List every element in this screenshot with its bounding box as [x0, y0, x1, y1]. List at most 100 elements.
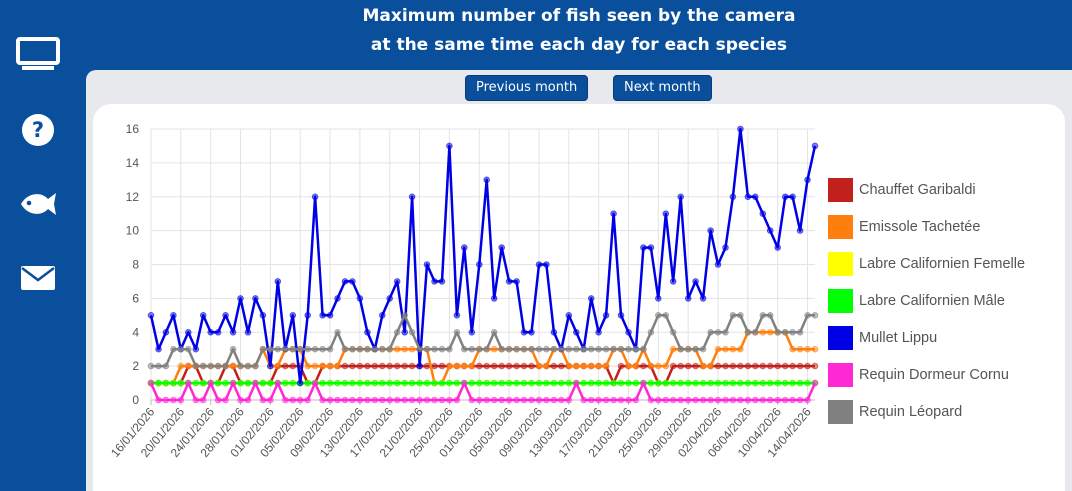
next-month-button[interactable]: Next month	[613, 75, 712, 101]
chart-legend: Chauffet Garibaldi Emissole Tachetée Labre…	[828, 171, 1058, 430]
data-point	[199, 362, 207, 370]
data-point	[408, 345, 416, 353]
data-point	[774, 379, 782, 387]
data-point	[476, 396, 483, 404]
data-point	[356, 345, 364, 353]
data-point	[490, 379, 498, 387]
data-point	[386, 379, 394, 387]
data-point	[244, 379, 252, 387]
data-point	[199, 312, 207, 319]
data-point	[759, 210, 767, 217]
data-point	[535, 261, 543, 268]
y-tick-label: 6	[132, 291, 139, 305]
data-point	[558, 396, 565, 404]
data-point	[334, 362, 341, 370]
page-title-line-2: at the same time each day for each speci…	[370, 35, 788, 55]
data-point	[513, 396, 520, 404]
data-point	[252, 295, 259, 302]
data-point	[319, 362, 326, 370]
data-point	[602, 362, 610, 370]
mail-button[interactable]	[0, 252, 76, 304]
series-line	[151, 331, 815, 385]
data-point	[543, 362, 550, 370]
legend-item[interactable]: Labre Californien Mâle	[828, 282, 1058, 319]
data-point	[759, 362, 767, 370]
data-point	[222, 312, 229, 319]
data-point	[267, 362, 274, 370]
previous-month-button[interactable]: Previous month	[465, 75, 589, 101]
data-point	[505, 396, 513, 404]
data-point	[476, 379, 483, 387]
data-point	[386, 362, 394, 370]
data-point	[759, 396, 767, 404]
legend-item[interactable]: Chauffet Garibaldi	[828, 171, 1058, 208]
data-point	[662, 379, 670, 387]
data-point	[259, 379, 267, 387]
data-point	[528, 379, 535, 387]
data-point	[483, 176, 491, 184]
legend-swatch	[828, 399, 853, 424]
data-point	[274, 278, 282, 285]
data-point	[677, 362, 685, 370]
data-point	[677, 396, 685, 404]
data-point	[804, 312, 811, 319]
data-point	[185, 345, 192, 353]
data-point	[185, 362, 192, 370]
data-point	[804, 396, 811, 404]
data-point	[804, 379, 811, 387]
data-point	[438, 396, 446, 404]
legend-item[interactable]: Mullet Lippu	[828, 319, 1058, 356]
data-point	[476, 345, 483, 353]
data-point	[558, 379, 565, 387]
data-point	[192, 379, 200, 387]
data-point	[759, 329, 767, 336]
data-point	[714, 345, 722, 353]
legend-item[interactable]: Labre Californien Femelle	[828, 245, 1058, 282]
data-point	[446, 379, 453, 387]
fish-button[interactable]	[0, 178, 76, 230]
legend-item[interactable]: Emissole Tachetée	[828, 208, 1058, 245]
data-point	[796, 345, 804, 353]
data-point	[311, 362, 319, 370]
data-point	[185, 379, 192, 387]
data-point	[744, 379, 752, 387]
data-point	[349, 278, 356, 285]
data-point	[565, 379, 573, 387]
data-point	[364, 362, 371, 370]
legend-swatch	[828, 362, 853, 387]
data-point	[423, 261, 431, 268]
data-point	[371, 362, 379, 370]
help-button[interactable]: ?	[0, 104, 76, 156]
data-point	[304, 396, 311, 404]
data-point	[811, 142, 819, 150]
data-point	[229, 362, 237, 370]
y-tick-label: 14	[126, 156, 140, 170]
data-point	[490, 329, 498, 336]
legend-item[interactable]: Requin Dormeur Cornu	[828, 356, 1058, 393]
data-point	[640, 379, 647, 387]
data-point	[610, 379, 617, 387]
data-point	[199, 379, 207, 387]
data-point	[267, 345, 274, 353]
data-point	[282, 396, 289, 404]
svg-text:?: ?	[32, 118, 44, 142]
data-point	[543, 379, 550, 387]
data-point	[446, 345, 453, 353]
data-point	[595, 379, 602, 387]
legend-item[interactable]: Requin Léopard	[828, 393, 1058, 430]
data-point	[259, 345, 267, 353]
monitor-button[interactable]	[0, 28, 76, 80]
data-point	[356, 362, 364, 370]
data-point	[692, 379, 699, 387]
data-point	[244, 362, 252, 370]
data-point	[162, 379, 170, 387]
data-point	[379, 312, 386, 319]
data-point	[229, 345, 237, 353]
data-point	[476, 261, 483, 268]
data-point	[416, 396, 423, 404]
data-point	[625, 362, 632, 370]
data-point	[796, 362, 804, 370]
data-point	[364, 396, 371, 404]
data-point	[431, 379, 438, 387]
legend-swatch	[828, 288, 853, 313]
